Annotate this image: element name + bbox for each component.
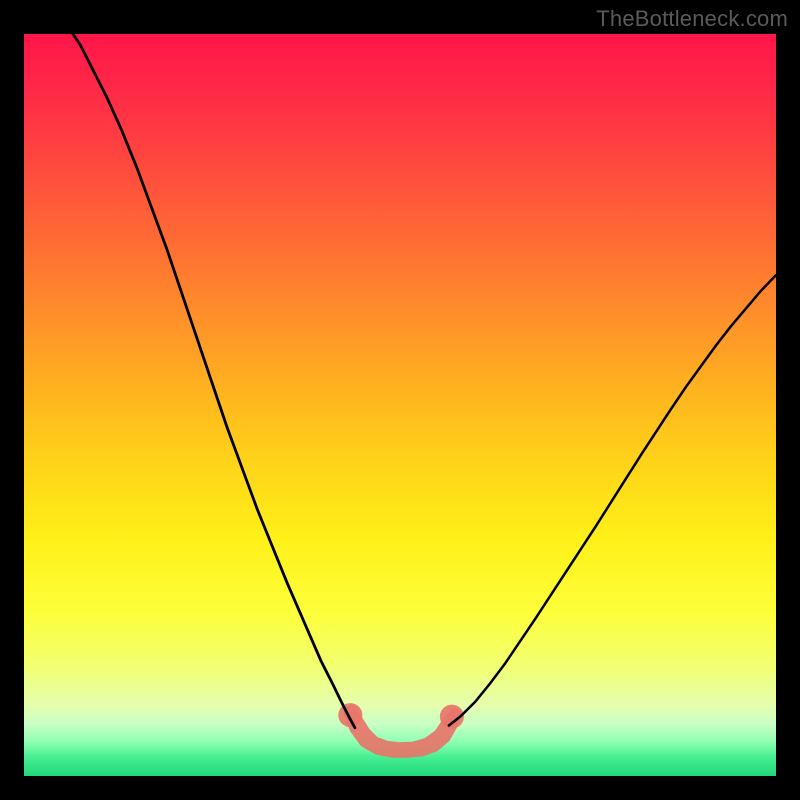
watermark-text: TheBottleneck.com bbox=[596, 6, 788, 32]
curve-left bbox=[73, 34, 355, 728]
outer-frame: TheBottleneck.com bbox=[0, 0, 800, 800]
bottom-blob bbox=[338, 703, 464, 752]
chart-svg bbox=[24, 34, 776, 776]
plot-area bbox=[24, 34, 776, 776]
curve-right bbox=[449, 275, 776, 725]
